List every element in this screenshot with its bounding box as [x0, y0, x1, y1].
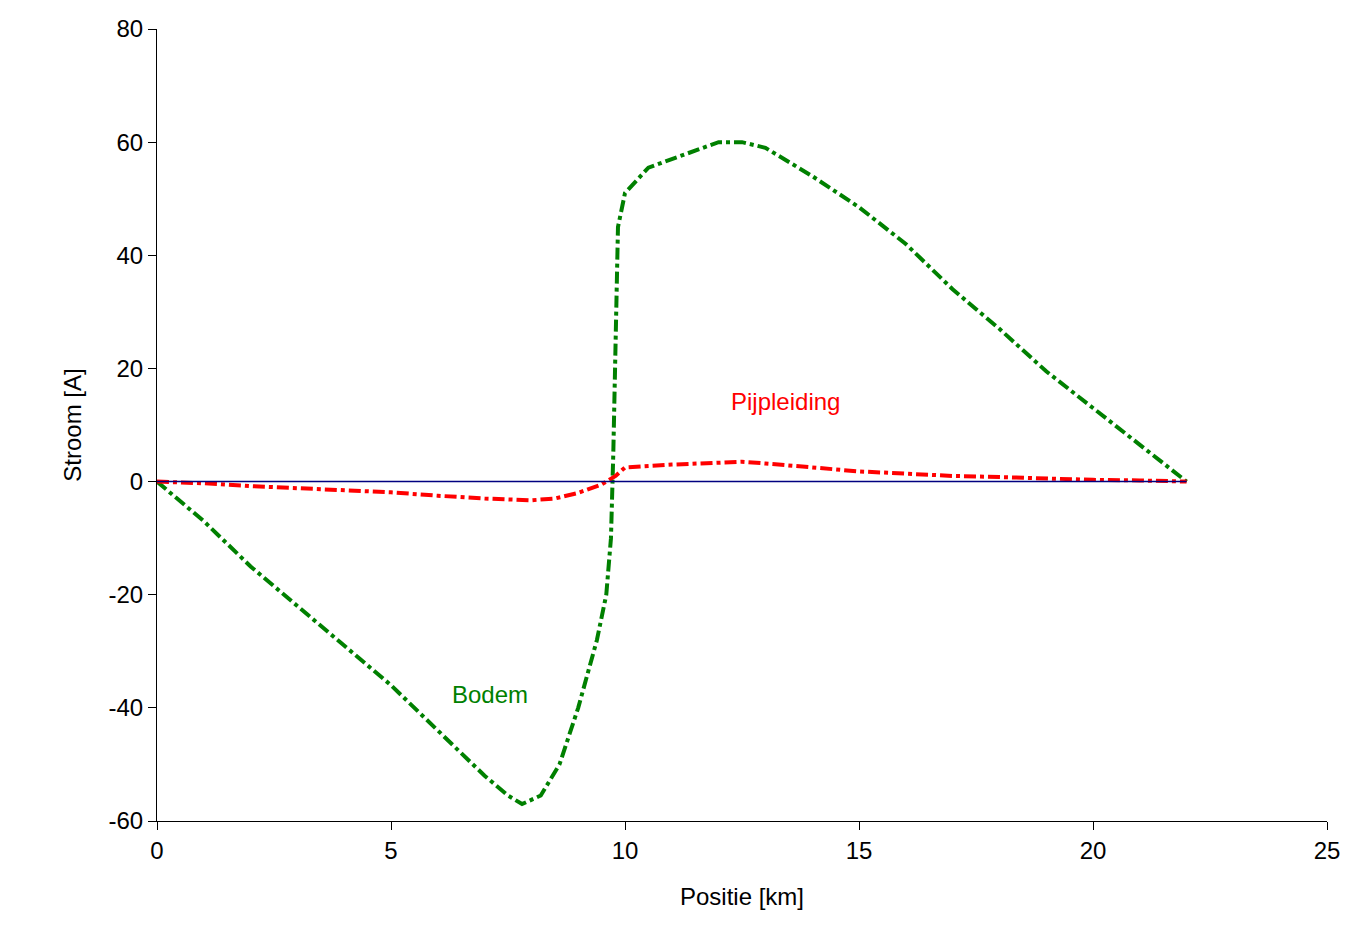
svg-text:0: 0	[130, 468, 143, 495]
svg-text:80: 80	[116, 15, 143, 42]
svg-text:Bodem: Bodem	[452, 681, 528, 708]
svg-text:60: 60	[116, 129, 143, 156]
svg-text:15: 15	[846, 837, 873, 864]
svg-text:Stroom [A]: Stroom [A]	[59, 368, 86, 481]
svg-text:10: 10	[612, 837, 639, 864]
svg-text:25: 25	[1314, 837, 1341, 864]
svg-text:-60: -60	[109, 807, 144, 834]
svg-text:20: 20	[1080, 837, 1107, 864]
svg-text:40: 40	[116, 242, 143, 269]
svg-text:-20: -20	[109, 581, 144, 608]
svg-text:20: 20	[116, 355, 143, 382]
svg-text:Pijpleiding: Pijpleiding	[731, 388, 840, 415]
svg-text:5: 5	[384, 837, 397, 864]
svg-text:Positie [km]: Positie [km]	[680, 883, 804, 910]
svg-text:-40: -40	[109, 694, 144, 721]
svg-text:0: 0	[150, 837, 163, 864]
